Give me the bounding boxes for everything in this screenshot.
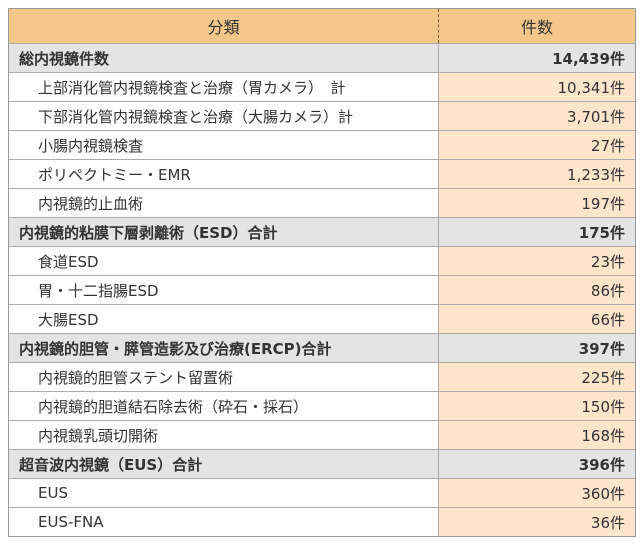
item-row: EUS 360件: [9, 478, 635, 507]
item-count: 27件: [439, 131, 635, 159]
group-label: 総内視鏡件数: [9, 44, 439, 72]
item-label: 内視鏡的胆管ステント留置術: [9, 363, 439, 391]
item-row: EUS-FNA 36件: [9, 507, 635, 536]
group-count: 397件: [578, 339, 625, 358]
item-row: 小腸内視鏡検査 27件: [9, 130, 635, 159]
item-row: ポリペクトミー・EMR 1,233件: [9, 159, 635, 188]
item-count: 225件: [439, 363, 635, 391]
item-row: 内視鏡的止血術 197件: [9, 188, 635, 217]
header-cell: 件数: [520, 18, 553, 37]
group-label: 内視鏡的胆管・膵管造影及び治療(ERCP)合計: [9, 334, 439, 362]
item-label: 内視鏡乳頭切開術: [9, 421, 439, 449]
item-row: 内視鏡的胆道結石除去術（砕石・採石） 150件: [9, 391, 635, 420]
group-row: 内視鏡的粘膜下層剥離術（ESD）合計 175件: [9, 217, 635, 246]
item-label: 食道ESD: [9, 247, 439, 275]
item-count: 10,341件: [439, 73, 635, 101]
item-label: EUS-FNA: [9, 508, 439, 536]
item-count: 36件: [439, 508, 635, 536]
group-label: 超音波内視鏡（EUS）合計: [9, 450, 439, 478]
item-label: 小腸内視鏡検査: [9, 131, 439, 159]
item-count: 1,233件: [439, 160, 635, 188]
item-row: 下部消化管内視鏡検査と治療（大腸カメラ）計 3,701件: [9, 101, 635, 130]
item-label: 胃・十二指腸ESD: [9, 276, 439, 304]
item-label: 大腸ESD: [9, 305, 439, 333]
group-row: 総内視鏡件数 14,439件: [9, 43, 635, 72]
item-label: EUS: [9, 479, 439, 507]
item-row: 内視鏡乳頭切開術 168件: [9, 420, 635, 449]
item-row: 大腸ESD 66件: [9, 304, 635, 333]
group-count: 396件: [578, 455, 625, 474]
item-label: 上部消化管内視鏡検査と治療（胃カメラ） 計: [9, 73, 439, 101]
item-row: 上部消化管内視鏡検査と治療（胃カメラ） 計 10,341件: [9, 72, 635, 101]
item-count: 360件: [439, 479, 635, 507]
item-row: 食道ESD 23件: [9, 246, 635, 275]
item-label: 内視鏡的止血術: [9, 189, 439, 217]
group-count: 175件: [578, 223, 625, 242]
group-label: 内視鏡的粘膜下層剥離術（ESD）合計: [9, 218, 439, 246]
header-row: 分類 件数: [9, 9, 635, 43]
group-count: 14,439件: [552, 49, 625, 68]
group-row: 内視鏡的胆管・膵管造影及び治療(ERCP)合計 397件: [9, 333, 635, 362]
item-count: 150件: [439, 392, 635, 420]
item-count: 197件: [439, 189, 635, 217]
table: 分類 件数 総内視鏡件数 14,439件上部消化管内視鏡検査と治療（胃カメラ） 計…: [8, 8, 636, 537]
group-row: 超音波内視鏡（EUS）合計 396件: [9, 449, 635, 478]
item-count: 66件: [439, 305, 635, 333]
header-cell: 分類: [9, 9, 439, 43]
item-count: 23件: [439, 247, 635, 275]
item-label: 内視鏡的胆道結石除去術（砕石・採石）: [9, 392, 439, 420]
item-label: ポリペクトミー・EMR: [9, 160, 439, 188]
item-count: 86件: [439, 276, 635, 304]
item-label: 下部消化管内視鏡検査と治療（大腸カメラ）計: [9, 102, 439, 130]
item-row: 内視鏡的胆管ステント留置術 225件: [9, 362, 635, 391]
item-count: 168件: [439, 421, 635, 449]
item-row: 胃・十二指腸ESD 86件: [9, 275, 635, 304]
item-count: 3,701件: [439, 102, 635, 130]
